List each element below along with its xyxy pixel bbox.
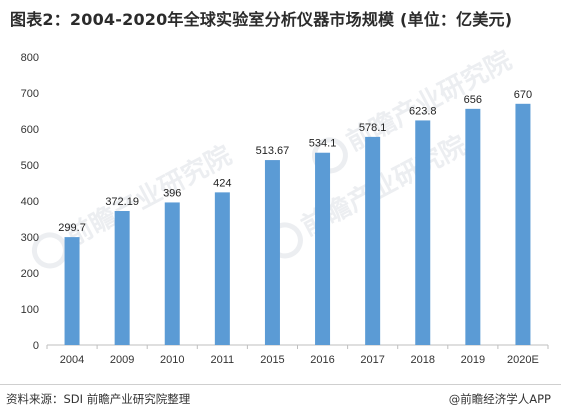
- data-label: 299.7: [58, 222, 86, 234]
- bar: [365, 136, 381, 345]
- x-tick-label: 2004: [60, 354, 84, 366]
- data-label: 578.1: [359, 122, 387, 134]
- x-tick-label: 2015: [260, 354, 284, 366]
- bar: [114, 211, 130, 345]
- data-label: 372.19: [105, 196, 139, 208]
- x-tick-label: 2010: [160, 354, 184, 366]
- y-tick-label: 500: [21, 160, 39, 172]
- bar: [465, 108, 481, 345]
- bar: [164, 202, 180, 345]
- data-label: 396: [163, 187, 181, 199]
- data-label: 513.67: [256, 145, 290, 157]
- source-note: 资料来源：SDI 前瞻产业研究院整理: [6, 392, 191, 406]
- chart-title: 图表2：2004-2020年全球实验室分析仪器市场规模 (单位：亿美元): [10, 10, 513, 29]
- y-tick-label: 300: [21, 232, 39, 244]
- bar-chart: 0 100 200 300 400 500 600 700 800 299.7 2004 372.19…: [21, 52, 549, 366]
- x-tick-label: 2020E: [507, 354, 539, 366]
- x-tick-label: 2017: [360, 354, 384, 366]
- y-tick-label: 200: [21, 268, 39, 280]
- data-label: 670: [514, 89, 532, 101]
- x-tick-label: 2011: [211, 354, 235, 366]
- footer: 资料来源：SDI 前瞻产业研究院整理 @前瞻经济学人APP: [0, 384, 561, 412]
- y-tick-label: 800: [21, 52, 39, 64]
- data-label: 623.8: [409, 105, 437, 117]
- x-tick-label: 2018: [411, 354, 435, 366]
- credit-note: @前瞻经济学人APP: [448, 392, 551, 406]
- bar: [264, 160, 280, 345]
- y-tick-label: 700: [21, 88, 39, 100]
- bar: [315, 152, 331, 345]
- x-tick-label: 2016: [310, 354, 334, 366]
- bar: [515, 103, 531, 345]
- y-tick-label: 400: [21, 196, 39, 208]
- bar: [214, 192, 230, 345]
- x-tick-label: 2019: [461, 354, 485, 366]
- data-label: 424: [213, 177, 231, 189]
- data-label: 656: [464, 94, 482, 106]
- y-tick-label: 0: [33, 340, 39, 352]
- y-tick-label: 600: [21, 124, 39, 136]
- y-tick-label: 100: [21, 304, 39, 316]
- bar: [64, 237, 80, 345]
- x-tick-label: 2009: [110, 354, 134, 366]
- data-label: 534.1: [309, 138, 337, 150]
- bar: [415, 120, 431, 345]
